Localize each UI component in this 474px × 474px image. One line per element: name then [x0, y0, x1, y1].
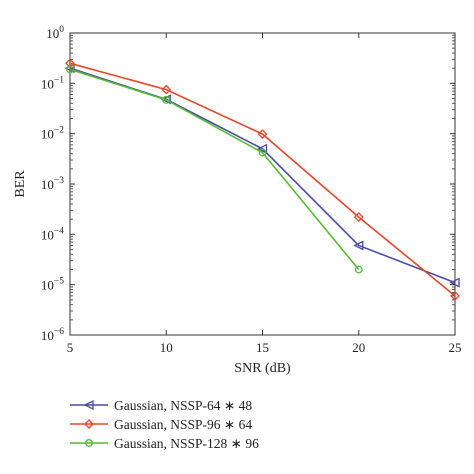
- legend-marker: [84, 419, 94, 429]
- series-line: [69, 68, 360, 271]
- legend-item: Gaussian, NSSP-128 ∗ 96: [70, 436, 259, 451]
- y-tick-label: 100: [46, 25, 64, 41]
- y-axis: 100 10−1 10−2 10−3 10−4 10−5 10−6: [41, 25, 455, 343]
- y-tick-label: 10−4: [41, 226, 64, 242]
- x-axis: 5 10 15 20 25: [67, 33, 462, 355]
- legend-label: Gaussian, NSSP-64 ∗ 48: [114, 398, 252, 413]
- legend-marker: [85, 439, 93, 447]
- legend-label: Gaussian, NSSP-128 ∗ 96: [114, 436, 259, 451]
- legend-item: Gaussian, NSSP-96 ∗ 64: [70, 417, 252, 432]
- series-1: [64, 63, 460, 288]
- x-tick-label: 25: [449, 340, 462, 355]
- data-point: [257, 143, 268, 154]
- x-axis-label: SNR (dB): [234, 361, 291, 376]
- legend-item: Gaussian, NSSP-64 ∗ 48: [70, 398, 252, 413]
- plot-area: [64, 32, 460, 336]
- y-tick-label: 10−2: [41, 126, 64, 142]
- series-line: [69, 67, 456, 284]
- data-point: [257, 129, 268, 140]
- y-tick-label: 10−6: [41, 327, 64, 343]
- y-tick-label: 10−1: [41, 75, 64, 91]
- x-tick-label: 20: [352, 340, 365, 355]
- legend-marker: [83, 399, 94, 411]
- y-axis-label: BER: [13, 170, 28, 198]
- x-tick-label: 15: [256, 340, 269, 355]
- x-tick-label: 5: [67, 340, 74, 355]
- series-2: [65, 58, 460, 301]
- data-point: [160, 94, 171, 105]
- data-point: [161, 84, 172, 95]
- data-point: [258, 148, 267, 157]
- y-tick-label: 10−5: [41, 277, 64, 293]
- legend-label: Gaussian, NSSP-96 ∗ 64: [114, 417, 252, 432]
- legend: Gaussian, NSSP-64 ∗ 48 Gaussian, NSSP-96 …: [70, 398, 259, 451]
- data-point: [162, 95, 171, 104]
- series-line: [69, 62, 456, 297]
- y-tick-label: 10−3: [41, 176, 64, 192]
- data-point: [353, 240, 364, 251]
- series-3: [66, 65, 363, 274]
- data-point: [66, 65, 74, 74]
- x-tick-label: 10: [160, 340, 173, 355]
- data-point: [65, 58, 75, 69]
- data-point: [354, 265, 363, 274]
- data-point: [353, 212, 364, 223]
